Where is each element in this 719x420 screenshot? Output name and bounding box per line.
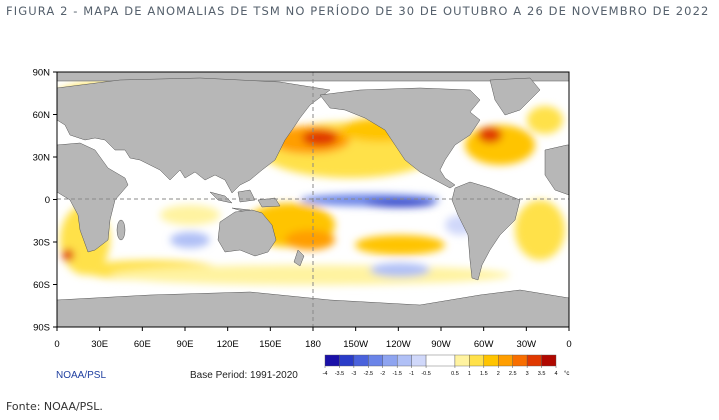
lon-tick-label: 90W [431, 339, 451, 350]
lon-tick-label: 150W [343, 339, 368, 350]
lon-tick-label: 180 [305, 339, 321, 350]
colorbar-box [483, 354, 499, 367]
lon-tick-label: 0 [566, 339, 571, 350]
lon-tick-label: 30W [517, 339, 537, 350]
colorbar-box [454, 354, 470, 367]
colorbar-tick-label: -4 [323, 371, 328, 377]
lon-tick-label: 120E [217, 339, 239, 350]
colorbar-box [425, 354, 456, 367]
lon-tick-label: 0 [54, 339, 59, 350]
lon-tick-label: 90E [177, 339, 194, 350]
lat-tick-label: 30S [33, 238, 50, 249]
lat-tick-label: 30N [33, 153, 51, 164]
colorbar-tick-label: -1 [409, 371, 414, 377]
lat-tick-label: 90N [33, 68, 51, 79]
colorbar-tick-label: -1.5 [392, 371, 401, 377]
colorbar-tick-label: -2 [380, 371, 385, 377]
colorbar-box [324, 354, 340, 367]
colorbar-unit: °c [564, 371, 569, 377]
colorbar-tick-label: 2 [497, 371, 500, 377]
colorbar-box [411, 354, 427, 367]
credit: NOAA/PSL [56, 370, 106, 381]
colorbar-tick-label: 1.5 [480, 371, 488, 377]
colorbar-tick-label: 3.5 [538, 371, 546, 377]
colorbar-box [541, 354, 557, 367]
colorbar-box [498, 354, 513, 367]
lat-tick-label: 90S [33, 323, 50, 334]
lon-tick-label: 30E [91, 339, 108, 350]
sst-map: 90N 60N 30N 0 30S 60S 90S 0 30E 60E 90E 120E 150E 180… [33, 68, 572, 382]
colorbar-box [526, 354, 542, 367]
lon-tick-label: 120W [386, 339, 411, 350]
figure-title: FIGURA 2 - MAPA DE ANOMALIAS DE TSM NO P… [6, 4, 710, 18]
colorbar-tick-label: 2.5 [509, 371, 517, 377]
colorbar-tick-label: 1 [468, 371, 471, 377]
source-note: Fonte: NOAA/PSL. [6, 400, 103, 413]
colorbar-tick-label: -2.5 [364, 371, 373, 377]
lon-tick-label: 60E [134, 339, 151, 350]
land [57, 72, 569, 327]
colorbar-tick-label: -3 [351, 371, 356, 377]
colorbar-tick-label: 3 [526, 371, 529, 377]
colorbar-tick-label: -3.5 [335, 371, 344, 377]
colorbar-box [368, 354, 383, 367]
colorbar-box [339, 354, 355, 367]
colorbar-box [382, 354, 398, 367]
lat-tick-label: 0 [45, 195, 50, 206]
lat-tick-label: 60S [33, 280, 50, 291]
map-plot [57, 72, 569, 327]
colorbar-box [396, 354, 412, 367]
base-period: Base Period: 1991-2020 [190, 370, 298, 381]
lon-tick-label: 150E [259, 339, 281, 350]
colorbar: -4 -3.5 -3 -2.5 -2 -1.5 -1 -0.5 0.5 1 1.5 2 2.5 3 3.5 4… [323, 354, 569, 377]
colorbar-box [469, 354, 485, 367]
lon-tick-label: 60W [474, 339, 494, 350]
colorbar-tick-label: 4 [554, 371, 557, 377]
colorbar-tick-label: -0.5 [421, 371, 430, 377]
colorbar-box [512, 354, 528, 367]
colorbar-box [353, 354, 369, 367]
lat-tick-label: 60N [33, 110, 51, 121]
colorbar-tick-label: 0.5 [451, 371, 459, 377]
map-axes: 90N 60N 30N 0 30S 60S 90S 0 30E 60E 90E 120E 150E 180… [33, 68, 572, 351]
